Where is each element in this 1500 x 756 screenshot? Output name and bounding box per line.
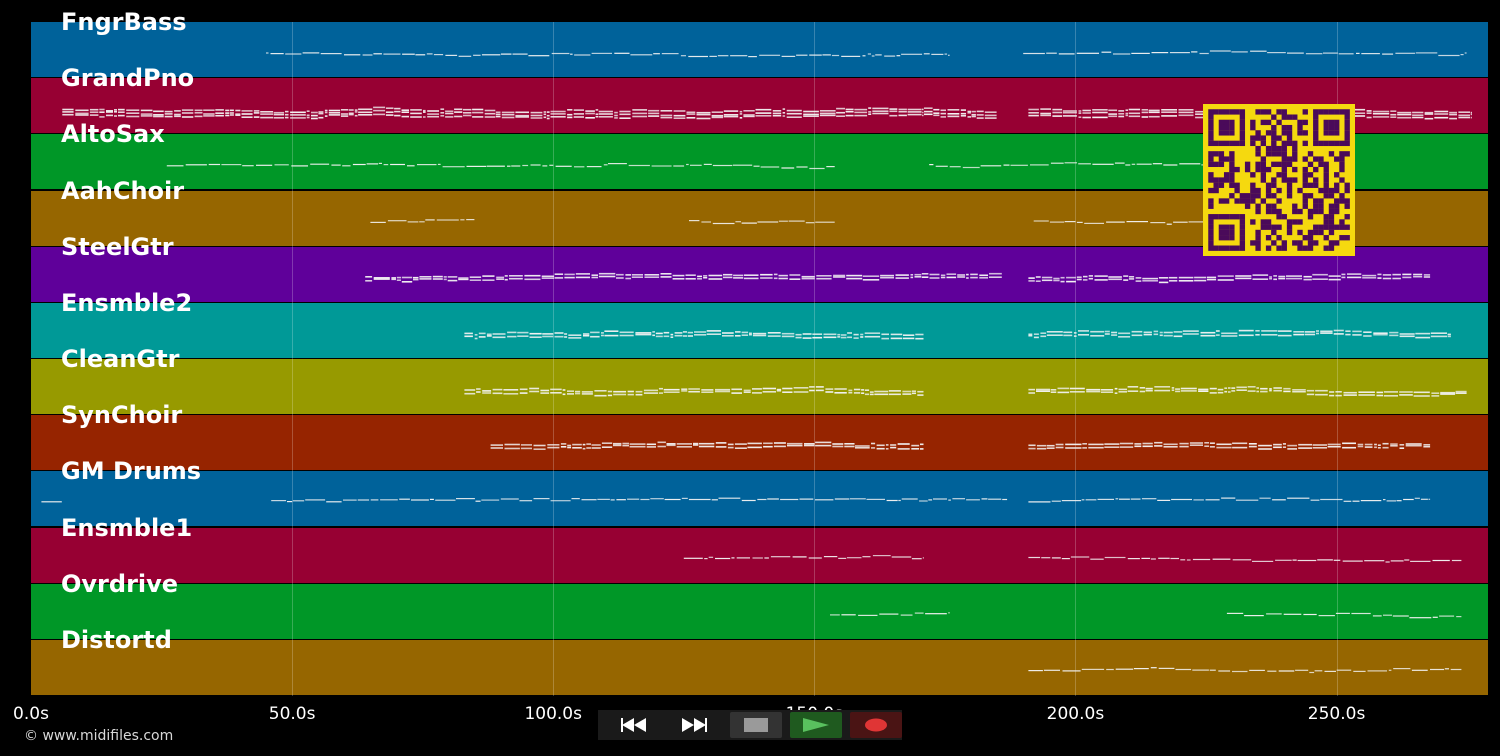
grid-line bbox=[553, 22, 555, 696]
track-notes bbox=[41, 497, 1431, 503]
rewind-icon bbox=[621, 718, 646, 732]
fast-forward-button[interactable] bbox=[668, 712, 720, 738]
grid-line bbox=[1075, 22, 1077, 696]
record-button[interactable] bbox=[850, 712, 902, 738]
track-notes bbox=[370, 219, 1205, 225]
track-label: AltoSax bbox=[61, 120, 165, 149]
tick-label: 50.0s bbox=[268, 704, 316, 724]
qr-code-icon bbox=[1203, 104, 1355, 256]
track-label: GrandPno bbox=[61, 64, 195, 93]
fast-forward-icon bbox=[682, 718, 707, 732]
tick-label: 0.0s bbox=[13, 704, 49, 724]
play-icon bbox=[803, 718, 829, 732]
stop-button[interactable] bbox=[730, 712, 782, 738]
track-notes bbox=[166, 162, 1206, 170]
track-label: CleanGtr bbox=[61, 345, 180, 374]
track-label: Ensmble2 bbox=[61, 288, 193, 317]
track-notes bbox=[464, 329, 1451, 340]
track-notes bbox=[490, 441, 1431, 450]
tick-label: 100.0s bbox=[524, 704, 582, 724]
track-label: FngrBass bbox=[61, 8, 187, 36]
tick-label: 200.0s bbox=[1046, 704, 1105, 724]
track-label: SynChoir bbox=[61, 401, 183, 430]
track-label: Ensmble1 bbox=[61, 513, 193, 542]
rewind-button[interactable] bbox=[608, 712, 660, 738]
track-notes bbox=[683, 555, 1462, 563]
track-row: Ensmble1 bbox=[31, 514, 1488, 583]
track-notes bbox=[365, 272, 1431, 284]
grid-line bbox=[292, 22, 294, 696]
tick-label: 250.0s bbox=[1307, 704, 1366, 724]
track-label: GM Drums bbox=[61, 457, 202, 486]
track-notes bbox=[266, 50, 1467, 58]
track-row: FngrBass bbox=[31, 8, 1488, 77]
track-row: GM Drums bbox=[31, 457, 1488, 527]
play-button[interactable] bbox=[790, 712, 842, 738]
copyright-notice: © www.midifiles.com bbox=[24, 728, 174, 744]
grid-line bbox=[814, 22, 816, 696]
track-row: Ovrdrive bbox=[31, 570, 1488, 639]
track-label: Ovrdrive bbox=[61, 569, 179, 598]
stop-icon bbox=[744, 718, 768, 732]
track-label: Distortd bbox=[61, 625, 172, 654]
track-row: Distortd bbox=[31, 626, 1488, 695]
track-notes bbox=[464, 386, 1467, 397]
track-label: AahChoir bbox=[61, 176, 185, 205]
qr-code bbox=[1203, 104, 1355, 256]
track-notes bbox=[830, 612, 1462, 619]
track-label: SteelGtr bbox=[61, 232, 174, 261]
track-notes bbox=[1028, 667, 1462, 674]
record-icon bbox=[865, 718, 887, 732]
grid-line bbox=[1336, 22, 1338, 696]
transport-controls bbox=[598, 710, 902, 740]
